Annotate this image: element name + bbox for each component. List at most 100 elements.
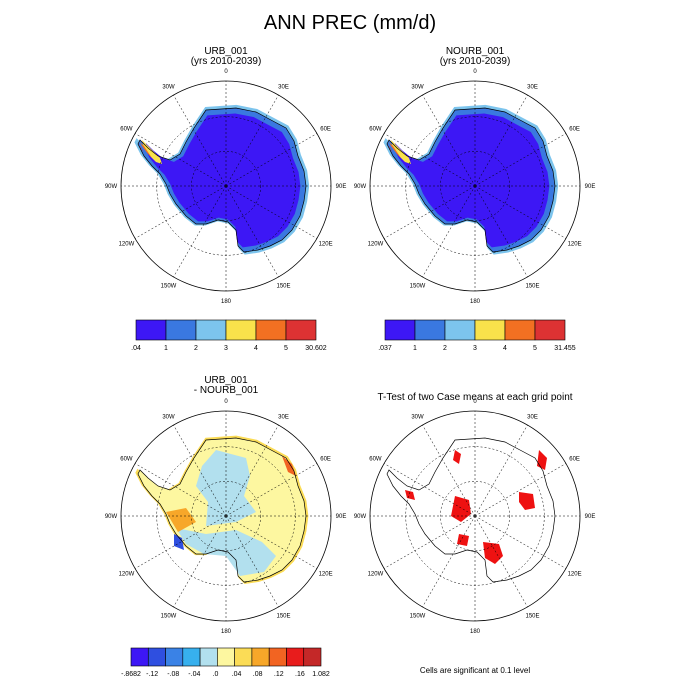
panel-ttest-lon-label: 30W [411, 414, 424, 420]
panel-diff-lon-label: 90E [336, 514, 347, 520]
panel-ttest-meridian [422, 515, 476, 608]
panel-nourb-lon-label: 0 [473, 69, 477, 75]
colorbar-urb-swatch [225, 319, 257, 341]
colorbar-diff-label: .04 [232, 671, 242, 678]
colorbar-diff-label: .16 [295, 671, 305, 678]
panel-nourb-lon-label: 60E [569, 127, 580, 133]
colorbar-nourb-label: 4 [503, 345, 507, 352]
panel-nourb-meridian [474, 94, 528, 187]
panel-nourb-meridian [422, 94, 476, 187]
colorbar-urb-label: 5 [284, 345, 288, 352]
panel-ttest-lon-label: 150E [525, 614, 539, 620]
colorbar-urb-swatch [255, 319, 287, 341]
panel-nourb-title-line2: (yrs 2010-2039) [439, 56, 511, 67]
colorbar-diff-swatch [165, 647, 184, 667]
panel-diff-meridian [225, 515, 318, 569]
panel-ttest-lon-label: 30E [527, 414, 538, 420]
panel-ttest-lon-label: 60W [369, 457, 382, 463]
panel-ttest-lon-label: 90W [354, 514, 367, 520]
colorbar-urb-label: 3 [224, 345, 228, 352]
colorbar-nourb-swatch [384, 319, 416, 341]
panel-nourb-lat-circle [440, 151, 510, 221]
panel-diff-map: 0 30E 60E 90E 120E 150E 180 150W 120W 90W 60W 30W [105, 399, 347, 635]
colorbar-diff-swatch [268, 647, 287, 667]
panel-ttest-sig-2 [457, 534, 469, 546]
panel-diff-lon-label: 180 [221, 629, 232, 635]
panel-nourb-meridian [474, 133, 567, 187]
colorbar-urb-swatch [285, 319, 317, 341]
colorbar-urb-swatch [135, 319, 167, 341]
panel-nourb-lon-label: 30E [527, 84, 538, 90]
colorbar-diff-swatch [182, 647, 201, 667]
panel-diff-lon-label: 90W [105, 514, 118, 520]
colorbar-nourb-swatch [504, 319, 536, 341]
panel-ttest-lon-label: 120E [568, 572, 582, 578]
colorbar-urb-label: 1 [164, 345, 168, 352]
panel-urb-lon-label: 120W [119, 242, 135, 248]
panel-nourb-peninsula-red [387, 144, 393, 152]
panel-ttest-lon-label: 150W [410, 614, 426, 620]
panel-nourb-lon-label: 150E [525, 284, 539, 290]
panel-ttest-lon-label: 120W [368, 572, 384, 578]
panel-urb-lon-label: 60W [120, 127, 133, 133]
panel-urb-lon-label: 90E [336, 184, 347, 190]
colorbar-nourb-label: .037 [378, 345, 392, 352]
colorbar-nourb-label: 3 [473, 345, 477, 352]
panel-nourb-meridian [474, 185, 567, 239]
colorbar-diff-label: -.12 [146, 671, 158, 678]
colorbar-diff-label: .0 [213, 671, 219, 678]
panel-diff-lon-label: 60E [320, 457, 331, 463]
colorbar-diff-label: 1.082 [312, 671, 330, 678]
colorbar-urb-swatch [195, 319, 227, 341]
panel-urb-coastline [137, 107, 307, 253]
panel-urb-meridian [173, 185, 227, 278]
colorbar-nourb-label: 31.455 [554, 345, 576, 352]
colorbar-urb-swatch [165, 319, 197, 341]
colorbar-diff-swatch [147, 647, 166, 667]
panel-diff-meridian [173, 424, 227, 517]
panel-urb-interior [144, 113, 301, 248]
colorbar-diff-swatch [303, 647, 322, 667]
colorbar-nourb-label: 5 [533, 345, 537, 352]
colorbar-diff-label: -.8682 [121, 671, 141, 678]
panel-urb-meridian [134, 185, 227, 239]
panel-diff-meridian [225, 463, 318, 517]
panel-ttest-meridian [474, 463, 567, 517]
panel-urb-lon-label: 150W [161, 284, 177, 290]
colorbar-diff-swatch [234, 647, 253, 667]
panel-ttest-sig-5 [519, 492, 535, 510]
colorbar-nourb-label: 1 [413, 345, 417, 352]
panel-diff-blue-patch [174, 534, 184, 550]
panel-nourb-meridian [474, 185, 528, 278]
panel-diff-meridian [173, 515, 227, 608]
panel-ttest-lon-label: 90E [585, 514, 596, 520]
panel-diff-lon-label: 120W [119, 572, 135, 578]
panel-diff-title-line1: URB_001 [204, 375, 248, 386]
panel-diff-lon-label: 30E [278, 414, 289, 420]
panel-urb-lon-label: 0 [224, 69, 228, 75]
panel-ttest-coastline [386, 437, 556, 583]
panel-nourb-lon-label: 90W [354, 184, 367, 190]
panel-ttest-title: T-Test of two Case means at each grid po… [377, 392, 573, 403]
panel-ttest-map: 0 30E 60E 90E 120E 150E 180 150W 120W 90W 60W 30W [354, 399, 596, 635]
colorbar-urb-label: 2 [194, 345, 198, 352]
panel-diff-lon-label: 60W [120, 457, 133, 463]
panel-urb-lon-label: 90W [105, 184, 118, 190]
panel-ttest-sig-3 [453, 450, 461, 464]
panel-diff-lat-circle [191, 481, 261, 551]
colorbar-urb-label: 4 [254, 345, 258, 352]
colorbar-nourb-swatch [534, 319, 566, 341]
panel-nourb-peninsula-yellow [391, 140, 411, 164]
colorbar-diff-label: .12 [274, 671, 284, 678]
panel-urb-meridian [225, 185, 318, 239]
panel-urb-lon-label: 30E [278, 84, 289, 90]
panel-diff-lon-label: 150E [276, 614, 290, 620]
panel-ttest-sig-6 [483, 542, 503, 564]
panel-urb-lon-label: 120E [319, 242, 333, 248]
panel-urb-lon-label: 60E [320, 127, 331, 133]
colorbar-diff-swatch [130, 647, 149, 667]
panel-diff-lon-label: 120E [319, 572, 333, 578]
panel-nourb-map: 0 30E 60E 90E 120E 150E 180 150W 120W 90W 60W 30W [354, 69, 596, 305]
panel-urb-peninsula-orange [140, 142, 152, 158]
